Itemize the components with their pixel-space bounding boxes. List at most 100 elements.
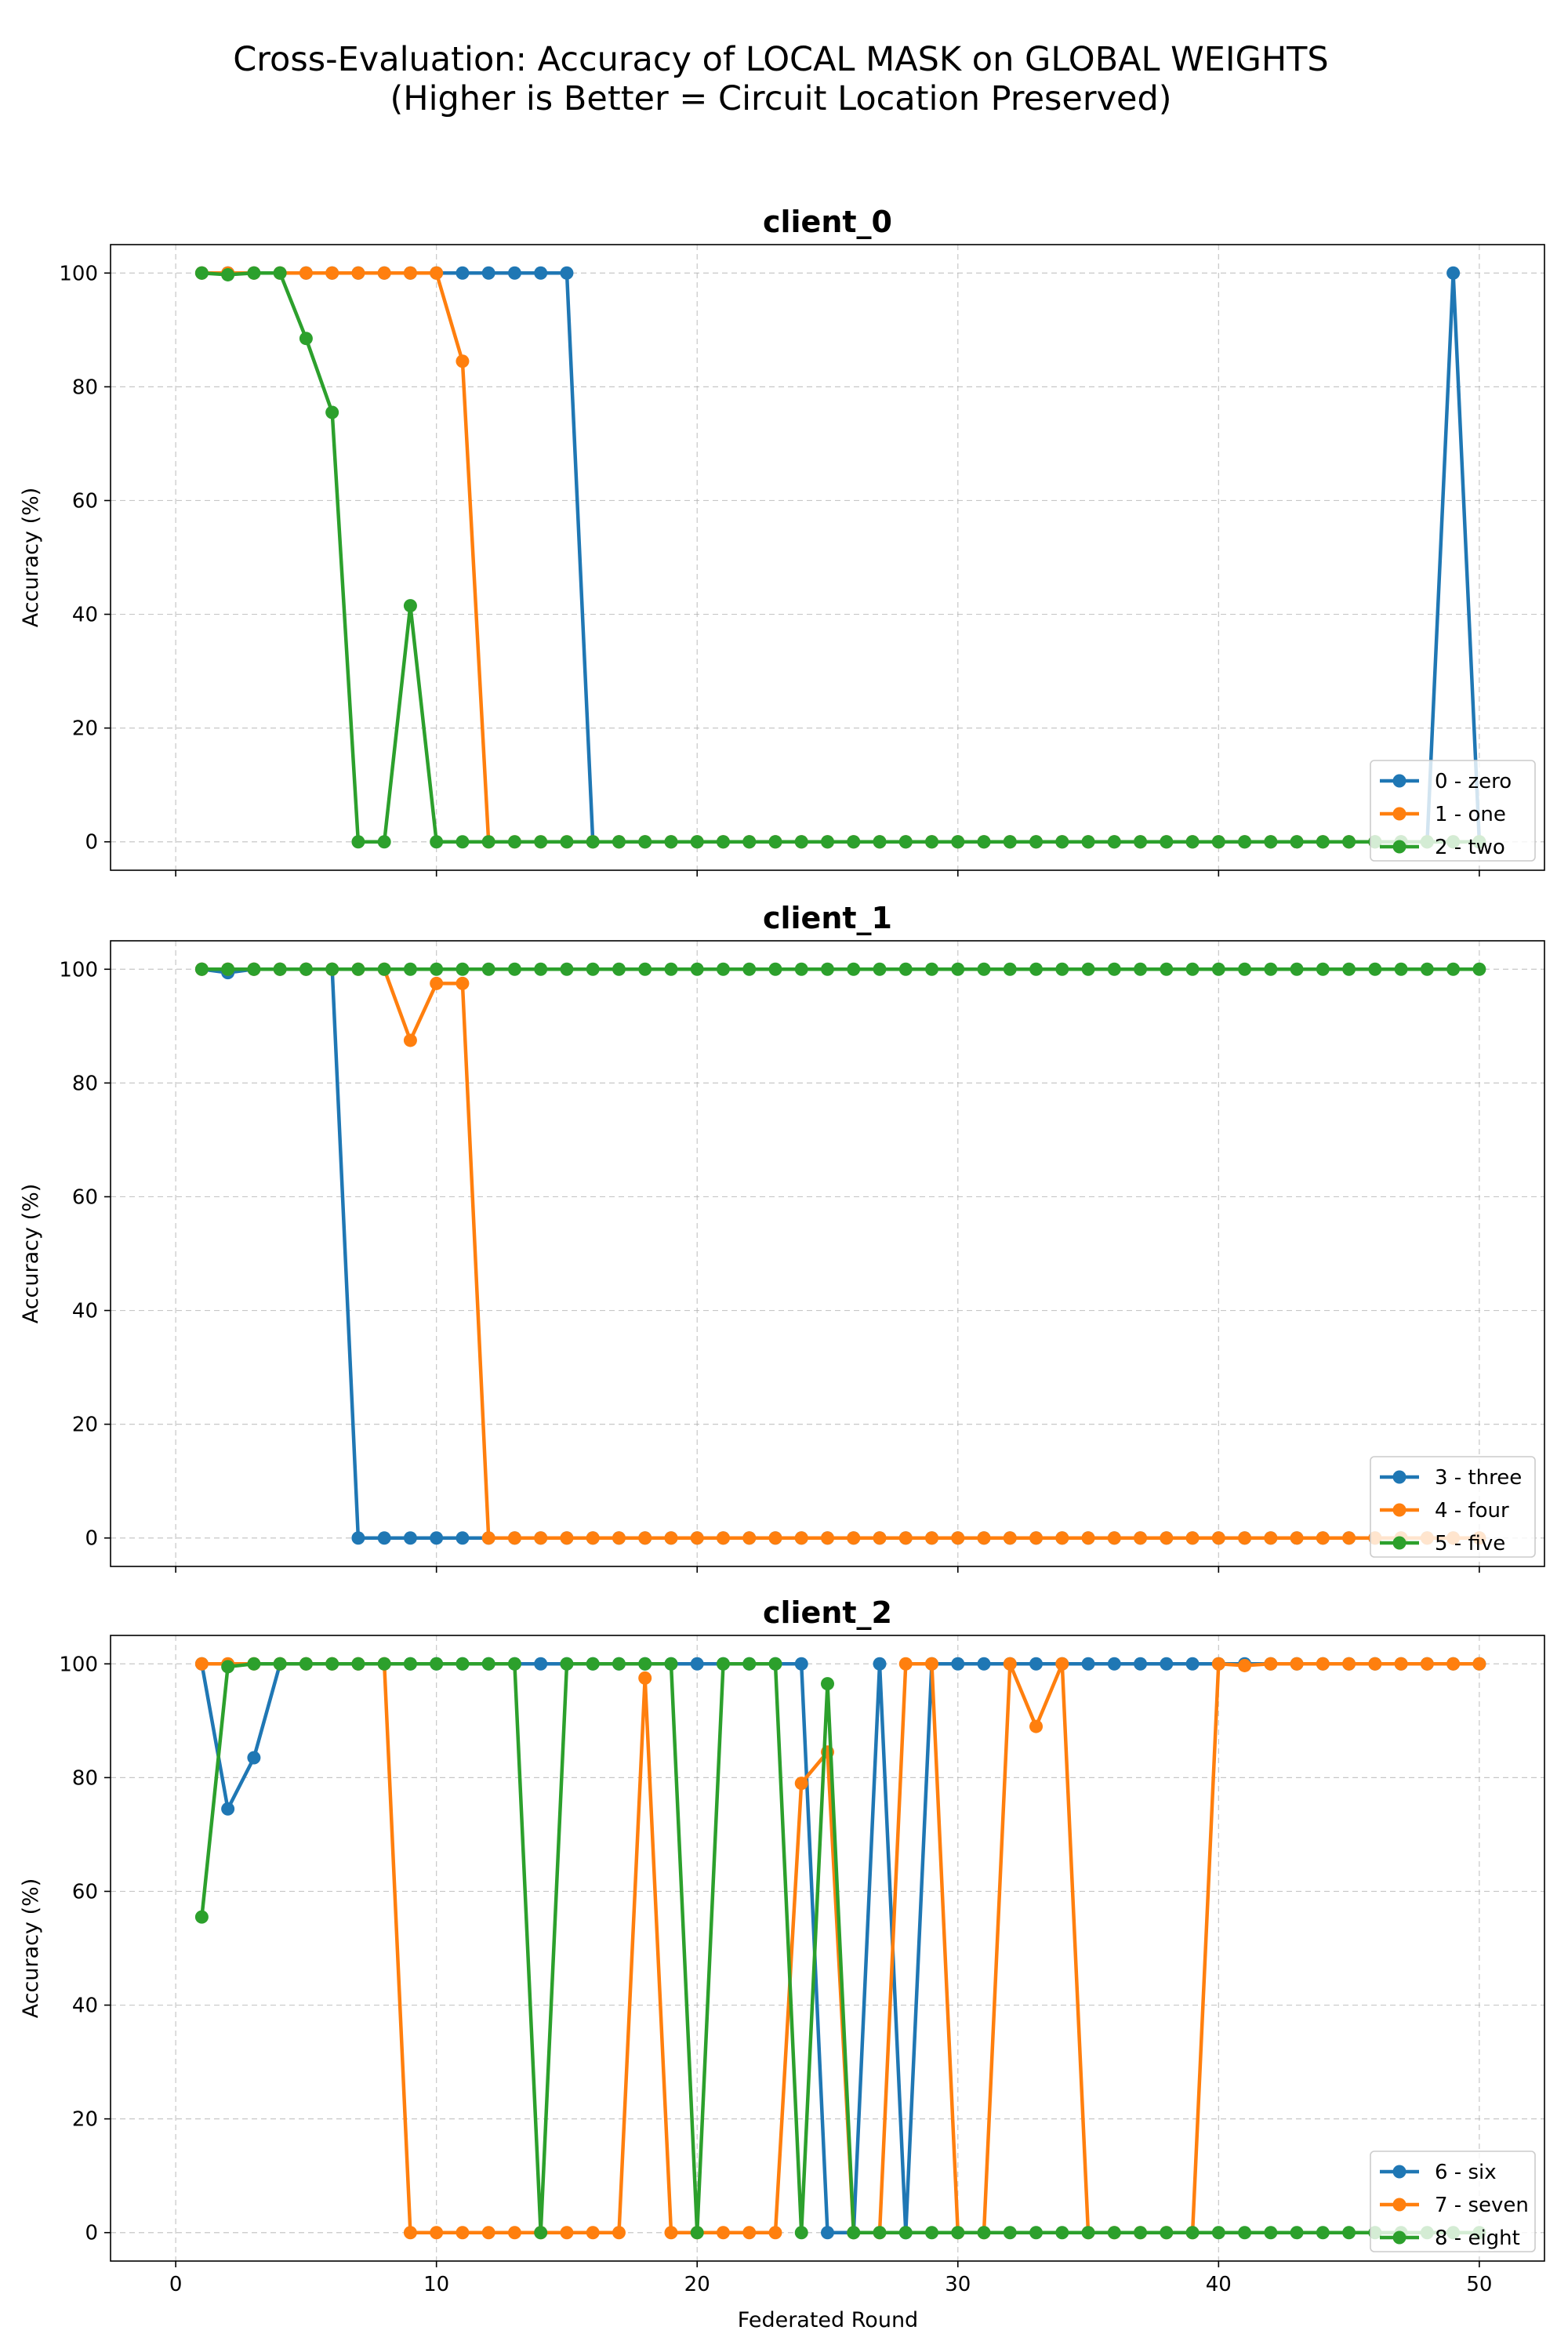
legend-label: 2 - two (1435, 836, 1505, 859)
data-point (325, 1657, 339, 1671)
y-tick-label: 60 (72, 489, 98, 513)
legend-label: 7 - seven (1435, 2194, 1529, 2217)
data-point (1160, 835, 1174, 849)
data-point (768, 2226, 782, 2240)
legend-label: 1 - one (1435, 803, 1506, 826)
data-point (1264, 1657, 1278, 1671)
data-point (194, 1910, 209, 1924)
data-point (403, 1531, 417, 1545)
data-point (638, 1671, 652, 1685)
data-point (1420, 962, 1434, 976)
data-point (1055, 962, 1069, 976)
data-point (377, 266, 391, 280)
legend-marker (1392, 2198, 1406, 2212)
data-point (534, 1531, 548, 1545)
data-point (456, 962, 470, 976)
data-point (456, 354, 470, 368)
data-point (716, 2226, 730, 2240)
data-point (873, 2226, 887, 2240)
data-point (456, 266, 470, 280)
data-point (1211, 835, 1225, 849)
data-point (1134, 1531, 1148, 1545)
data-point (1211, 2226, 1225, 2240)
data-point (430, 1531, 444, 1545)
data-point (351, 1657, 365, 1671)
data-point (794, 2226, 808, 2240)
data-point (507, 1657, 521, 1671)
data-point (821, 1531, 834, 1545)
data-point (247, 1751, 261, 1765)
data-point (1055, 835, 1069, 849)
y-tick-label: 100 (59, 958, 98, 982)
data-point (586, 1657, 600, 1671)
data-point (1160, 1657, 1174, 1671)
data-point (403, 962, 417, 976)
data-point (1029, 1531, 1044, 1545)
y-axis-label: Accuracy (%) (19, 488, 43, 628)
data-point (638, 1531, 652, 1545)
data-point (430, 1657, 444, 1671)
data-point (1134, 2226, 1148, 2240)
panel-title: client_1 (763, 901, 892, 935)
data-point (742, 962, 757, 976)
data-point (534, 962, 548, 976)
data-point (847, 835, 861, 849)
data-point (1342, 1531, 1356, 1545)
data-point (221, 1802, 235, 1816)
data-point (377, 1657, 391, 1671)
data-point (1185, 835, 1200, 849)
data-point (351, 835, 365, 849)
x-tick-label: 50 (1466, 2273, 1492, 2296)
data-point (638, 1657, 652, 1671)
data-point (690, 1657, 704, 1671)
data-point (1290, 1657, 1304, 1671)
data-point (794, 835, 808, 849)
data-point (325, 962, 339, 976)
data-point (847, 2226, 861, 2240)
data-point (430, 266, 444, 280)
data-point (1081, 1657, 1095, 1671)
data-point (430, 835, 444, 849)
legend-label: 5 - five (1435, 1532, 1505, 1555)
y-tick-label: 40 (72, 604, 98, 627)
data-point (430, 976, 444, 990)
plot-frame (110, 940, 1545, 1567)
data-point (1055, 1531, 1069, 1545)
data-point (1342, 835, 1356, 849)
data-point (794, 1531, 808, 1545)
y-axis-label: Accuracy (%) (19, 1184, 43, 1324)
data-point (194, 1657, 209, 1671)
y-tick-label: 0 (85, 1527, 98, 1551)
y-tick-label: 80 (72, 1072, 98, 1095)
legend-label: 3 - three (1435, 1466, 1522, 1490)
data-point (847, 1531, 861, 1545)
y-axis-label: Accuracy (%) (19, 1878, 43, 2019)
data-point (690, 2226, 704, 2240)
data-point (481, 962, 495, 976)
y-tick-label: 0 (85, 831, 98, 855)
y-tick-label: 60 (72, 1880, 98, 1904)
data-point (612, 1531, 626, 1545)
data-point (403, 2226, 417, 2240)
data-point (821, 1677, 834, 1691)
data-point (1029, 1657, 1044, 1671)
legend: 3 - three 4 - four 5 - five (1370, 1456, 1536, 1558)
y-tick-label: 40 (72, 1994, 98, 2018)
y-tick-label: 0 (85, 2222, 98, 2245)
data-point (507, 266, 521, 280)
data-point (456, 835, 470, 849)
data-point (1134, 962, 1148, 976)
data-point (1394, 1657, 1408, 1671)
data-point (1003, 962, 1017, 976)
data-point (1368, 1657, 1382, 1671)
legend-marker (1392, 840, 1406, 854)
data-point (1342, 2226, 1356, 2240)
panel-title: client_2 (763, 1595, 892, 1630)
data-point (664, 1531, 678, 1545)
data-point (1134, 835, 1148, 849)
data-point (534, 1657, 548, 1671)
data-point (1342, 962, 1356, 976)
data-point (1264, 835, 1278, 849)
data-point (273, 266, 287, 280)
